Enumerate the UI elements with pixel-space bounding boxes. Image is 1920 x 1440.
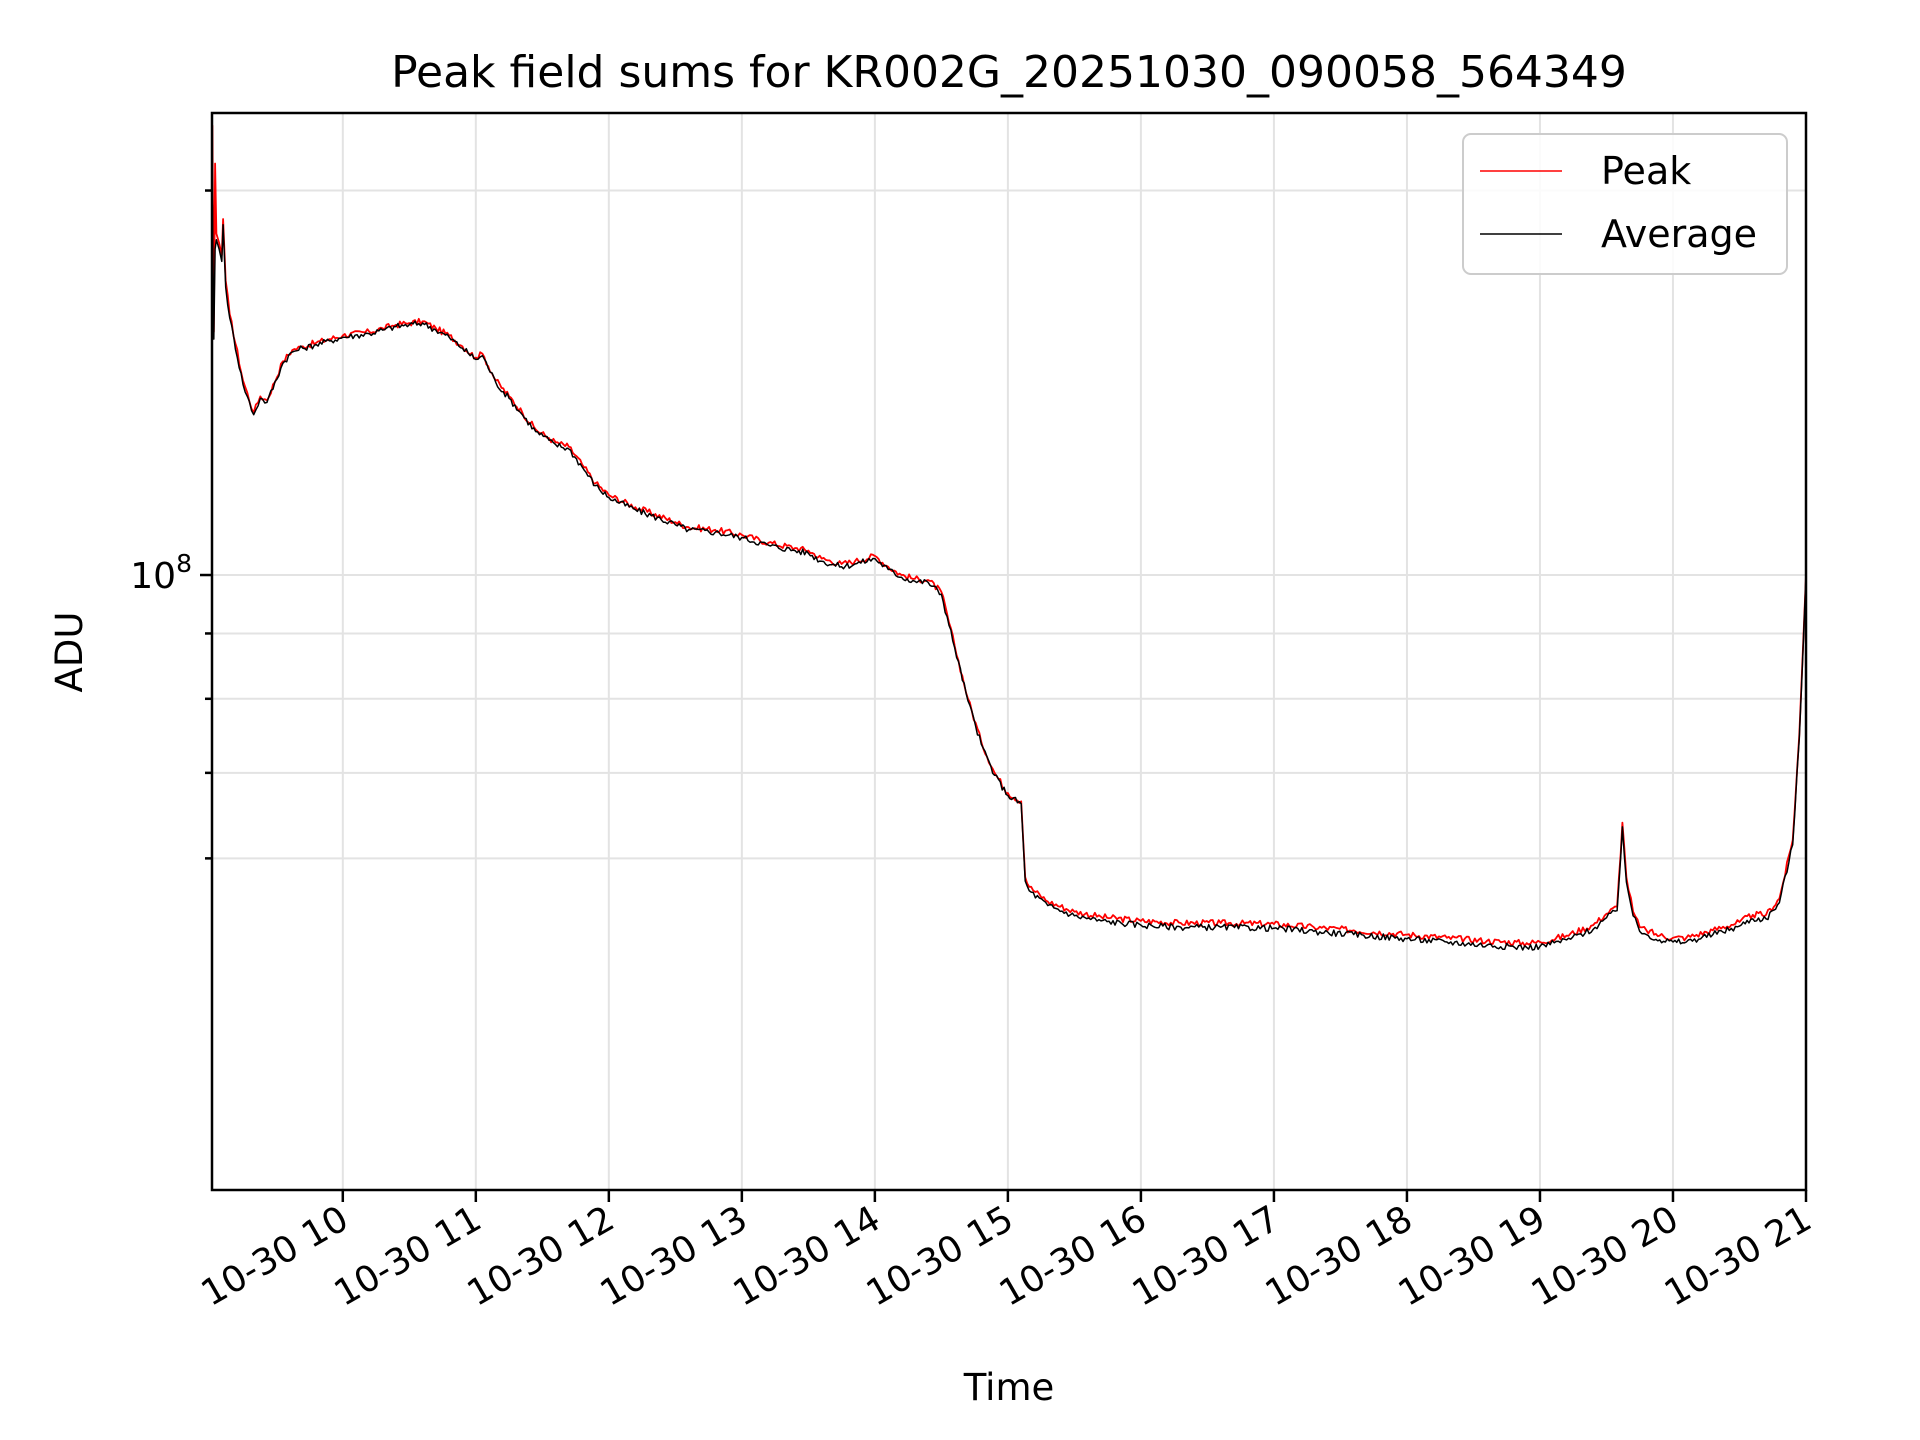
legend: Peak Average (1462, 133, 1788, 275)
legend-box (1462, 133, 1788, 275)
series-lines (211, 125, 1807, 951)
y-tick-label: 108 (130, 549, 192, 597)
chart-title: Peak field sums for KR002G_20251030_0900… (391, 47, 1627, 98)
grid (212, 113, 1807, 1190)
series-line-average (211, 204, 1807, 951)
legend-label-average: Average (1601, 212, 1757, 256)
legend-label-peak: Peak (1601, 149, 1691, 193)
y-axis-label: ADU (48, 612, 91, 693)
x-axis-label: Time (963, 1366, 1055, 1409)
